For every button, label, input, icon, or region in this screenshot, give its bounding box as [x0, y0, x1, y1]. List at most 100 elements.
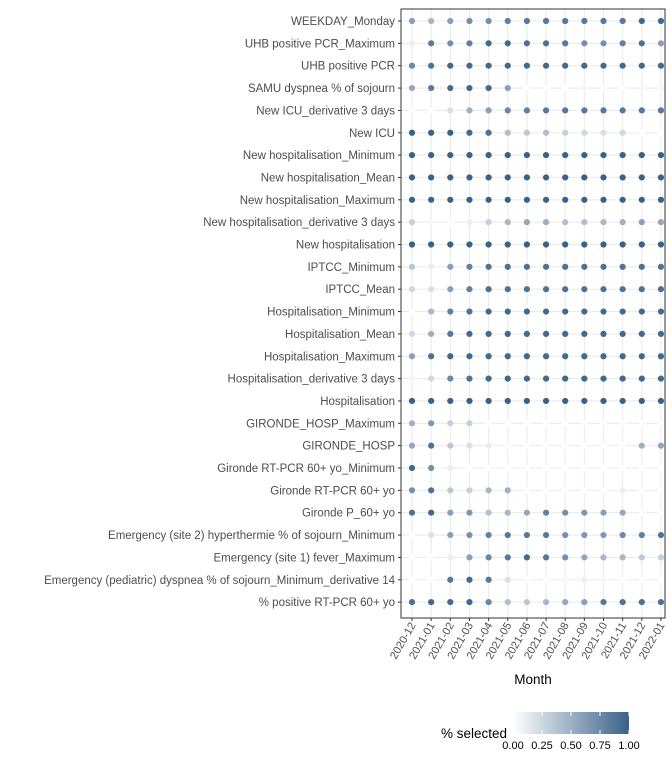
y-tick-label: Hospitalisation_Minimum — [267, 307, 395, 319]
y-tick-label: GIRONDE_HOSP_Maximum — [246, 418, 395, 430]
data-point — [428, 152, 435, 159]
y-axis-ticks — [398, 20, 401, 603]
data-point — [408, 464, 416, 472]
data-point — [408, 286, 416, 293]
y-tick-label: IPTCC_Minimum — [307, 262, 395, 274]
data-point — [600, 219, 607, 226]
data-point — [562, 420, 569, 427]
data-point — [428, 487, 435, 494]
data-point — [542, 263, 550, 270]
y-tick-label: Emergency (site 2) hyperthermie % of soj… — [108, 530, 395, 542]
data-point — [485, 62, 492, 69]
data-point — [466, 353, 473, 360]
data-point — [466, 286, 473, 293]
data-point — [638, 219, 645, 226]
data-point — [562, 17, 569, 25]
data-point — [447, 129, 454, 136]
data-point — [619, 62, 626, 69]
data-point — [581, 263, 588, 270]
y-tick-label: New hospitalisation_Mean — [261, 172, 395, 184]
data-point — [428, 174, 435, 181]
data-point — [542, 464, 550, 472]
data-point — [428, 40, 435, 47]
data-point — [638, 196, 645, 203]
plot-panel — [400, 8, 666, 619]
data-point — [581, 152, 588, 159]
data-point — [542, 286, 550, 293]
data-point — [485, 330, 492, 337]
y-tick-label: New ICU_derivative 3 days — [256, 105, 395, 117]
data-point — [523, 84, 531, 92]
data-point — [504, 353, 511, 360]
data-point — [485, 375, 492, 382]
data-point — [428, 599, 435, 606]
data-point — [600, 107, 607, 114]
data-point — [638, 152, 645, 159]
data-point — [466, 196, 473, 203]
data-point — [466, 308, 473, 315]
data-point — [619, 353, 626, 360]
data-point — [619, 375, 626, 382]
data-point — [485, 286, 492, 293]
data-point — [638, 554, 645, 561]
data-point — [504, 420, 511, 427]
y-tick-label: GIRONDE_HOSP — [302, 441, 395, 453]
data-point — [523, 174, 531, 181]
data-point — [523, 509, 531, 516]
data-point — [408, 40, 416, 47]
data-point — [504, 375, 511, 382]
data-point — [562, 152, 569, 159]
data-point — [542, 152, 550, 159]
data-point — [466, 129, 473, 136]
data-point — [600, 599, 607, 606]
y-tick-label: New hospitalisation_Minimum — [243, 150, 395, 162]
data-point — [408, 375, 416, 382]
data-point — [581, 219, 588, 226]
data-point — [485, 442, 492, 449]
data-point — [581, 442, 588, 449]
y-tick-label: Emergency (pediatric) dyspnea % of sojou… — [44, 575, 396, 587]
y-tick-label: Hospitalisation — [320, 396, 395, 408]
data-point — [600, 129, 607, 136]
data-point — [485, 219, 492, 226]
data-point — [542, 397, 550, 405]
legend-tick-label: 0.75 — [589, 740, 610, 752]
data-point — [657, 40, 665, 47]
data-point — [542, 487, 550, 494]
data-point — [562, 397, 569, 405]
data-point — [657, 286, 665, 293]
data-point — [485, 129, 492, 136]
data-point — [428, 375, 435, 382]
data-point — [619, 442, 626, 449]
data-point — [600, 263, 607, 270]
legend-tick-label: 0.50 — [560, 740, 581, 752]
data-point — [619, 219, 626, 226]
data-point — [466, 263, 473, 270]
data-point — [485, 487, 492, 494]
data-point — [523, 397, 531, 405]
y-tick-label: UHB positive PCR_Maximum — [245, 38, 395, 50]
data-point — [657, 599, 665, 606]
data-point — [447, 554, 454, 561]
data-point — [504, 40, 511, 47]
data-point — [523, 62, 531, 69]
data-point — [428, 62, 435, 69]
data-point — [600, 174, 607, 181]
data-point — [504, 286, 511, 293]
data-point — [504, 531, 511, 539]
data-point — [466, 40, 473, 47]
data-point — [447, 487, 454, 494]
data-point — [428, 509, 435, 516]
data-point — [562, 487, 569, 494]
data-point — [523, 531, 531, 539]
data-point — [619, 420, 626, 427]
data-point — [542, 196, 550, 203]
data-point — [504, 509, 511, 516]
data-point — [447, 241, 454, 248]
data-point — [638, 531, 645, 539]
data-point — [504, 263, 511, 270]
data-point — [523, 308, 531, 315]
data-point — [542, 17, 550, 25]
y-tick-label: Hospitalisation_Maximum — [264, 351, 395, 363]
data-point — [485, 263, 492, 270]
